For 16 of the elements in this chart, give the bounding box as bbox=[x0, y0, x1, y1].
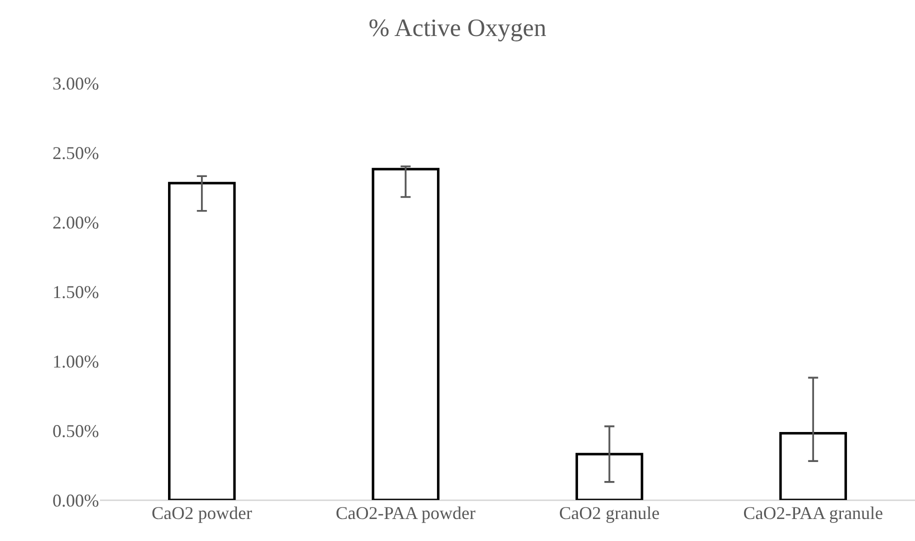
y-tick-label: 0.50% bbox=[52, 420, 99, 441]
y-tick-label: 1.00% bbox=[52, 351, 99, 372]
x-tick-label: CaO2-PAA powder bbox=[336, 503, 476, 523]
bar bbox=[372, 168, 440, 500]
chart-title: % Active Oxygen bbox=[368, 14, 547, 42]
x-tick-label: CaO2 granule bbox=[559, 503, 660, 523]
bar bbox=[168, 182, 236, 500]
y-tick-label: 0.00% bbox=[52, 490, 99, 510]
bar bbox=[779, 432, 847, 500]
y-tick-label: 2.50% bbox=[52, 142, 99, 163]
y-tick-label: 2.00% bbox=[52, 212, 99, 232]
x-tick-label: CaO2-PAA granule bbox=[743, 503, 884, 523]
bar bbox=[576, 452, 644, 500]
x-tick-label: CaO2 powder bbox=[152, 503, 252, 523]
y-tick-label: 3.00% bbox=[52, 73, 99, 94]
y-tick-label: 1.50% bbox=[52, 282, 99, 302]
